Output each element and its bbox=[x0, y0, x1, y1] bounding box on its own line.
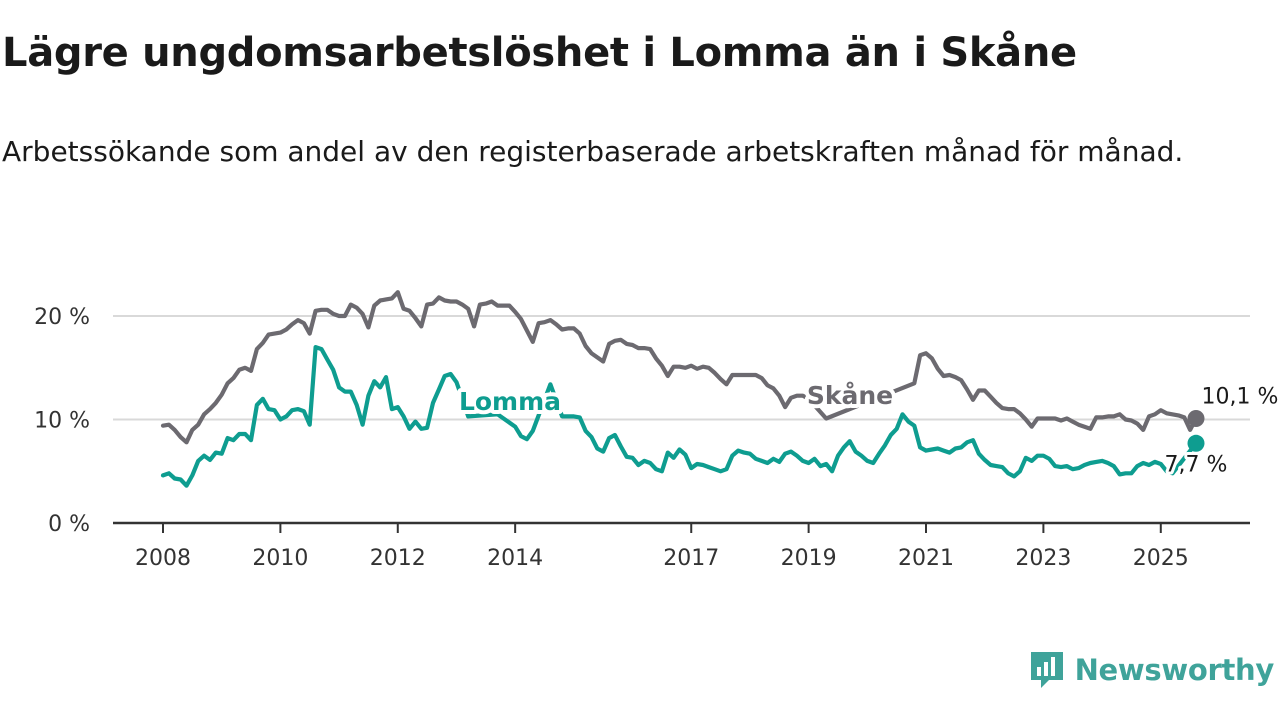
x-tick-label: 2019 bbox=[781, 546, 837, 571]
chart-subtitle: Arbetssökande som andel av den registerb… bbox=[2, 135, 1184, 168]
series-line-skane bbox=[160, 290, 1199, 445]
end-value-label: 10,1 % bbox=[1202, 384, 1279, 409]
y-tick-label: 0 % bbox=[48, 512, 90, 537]
y-axis-tick-labels: 0 % 10 % 20 % bbox=[34, 305, 90, 537]
y-tick-label: 20 % bbox=[34, 305, 90, 330]
x-tick-label: 2014 bbox=[487, 546, 543, 571]
x-tick-label: 2025 bbox=[1133, 546, 1189, 571]
x-tick-label: 2010 bbox=[252, 546, 308, 571]
end-value-label: 7,7 % bbox=[1165, 452, 1228, 477]
x-tick-label: 2012 bbox=[370, 546, 426, 571]
end-marker bbox=[1187, 409, 1205, 427]
x-axis bbox=[113, 521, 1250, 533]
chart-title: Lägre ungdomsarbetslöshet i Lomma än i S… bbox=[2, 30, 1077, 76]
x-tick-label: 2017 bbox=[663, 546, 719, 571]
series-lines bbox=[160, 290, 1205, 488]
newsworthy-logo[interactable]: Newsworthy bbox=[1029, 650, 1274, 690]
x-tick-label: 2021 bbox=[898, 546, 954, 571]
series-name-label: Lomma bbox=[459, 387, 561, 416]
newsworthy-logo-icon bbox=[1030, 652, 1063, 688]
end-marker bbox=[1187, 434, 1205, 452]
brand-name: Newsworthy bbox=[1074, 653, 1275, 687]
x-tick-label: 2008 bbox=[135, 546, 191, 571]
x-axis-tick-labels: 2008 2010 2012 2014 2017 2019 2021 2023 2025 bbox=[135, 546, 1189, 571]
y-tick-label: 10 % bbox=[34, 409, 90, 434]
x-tick-label: 2023 bbox=[1015, 546, 1071, 571]
series-labels: 10,1 % Skåne 7,7 % Lomma bbox=[455, 377, 1280, 480]
series-name-label: Skåne bbox=[807, 381, 893, 410]
series-line-lomma bbox=[160, 345, 1199, 488]
